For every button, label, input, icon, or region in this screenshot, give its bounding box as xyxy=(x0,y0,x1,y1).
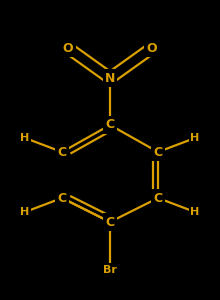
Text: C: C xyxy=(57,191,67,205)
Text: C: C xyxy=(105,118,115,131)
Text: H: H xyxy=(190,133,200,143)
Text: C: C xyxy=(57,146,67,158)
Text: C: C xyxy=(153,146,163,158)
Text: O: O xyxy=(147,41,157,55)
Text: Br: Br xyxy=(103,265,117,275)
Text: H: H xyxy=(20,133,30,143)
Text: H: H xyxy=(190,207,200,217)
Text: C: C xyxy=(105,215,115,229)
Text: H: H xyxy=(20,207,30,217)
Text: O: O xyxy=(63,41,73,55)
Text: N: N xyxy=(105,71,115,85)
Text: C: C xyxy=(153,191,163,205)
